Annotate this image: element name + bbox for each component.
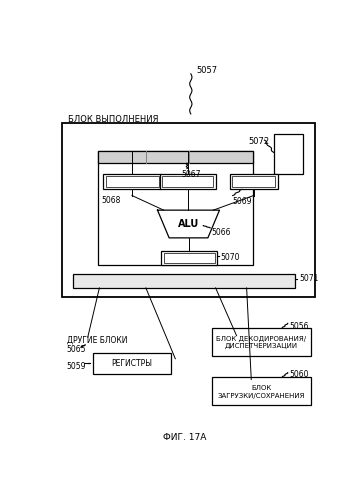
Bar xyxy=(73,274,295,288)
Text: 5057: 5057 xyxy=(196,66,217,75)
Text: 5069: 5069 xyxy=(233,197,252,206)
Bar xyxy=(160,174,216,190)
Bar xyxy=(230,174,278,190)
Bar xyxy=(232,176,275,187)
Text: 5071: 5071 xyxy=(299,274,319,283)
Bar xyxy=(105,176,159,187)
Bar xyxy=(164,254,215,262)
Text: ЗАГРУЗКИ/СОХРАНЕНИЯ: ЗАГРУЗКИ/СОХРАНЕНИЯ xyxy=(218,392,305,398)
Text: 5072: 5072 xyxy=(248,137,269,146)
Text: 5068: 5068 xyxy=(101,196,120,204)
Text: БЛОК: БЛОК xyxy=(251,385,271,391)
Bar xyxy=(62,123,315,297)
Bar xyxy=(93,352,171,374)
Text: БЛОК ДЕКОДИРОВАНИЯ/: БЛОК ДЕКОДИРОВАНИЯ/ xyxy=(216,336,306,342)
Bar xyxy=(161,251,217,265)
Text: 5060: 5060 xyxy=(289,370,309,380)
Bar xyxy=(98,151,253,163)
Bar xyxy=(162,176,213,187)
Text: 5056: 5056 xyxy=(289,322,309,331)
Text: 5065: 5065 xyxy=(67,345,86,354)
Bar xyxy=(212,328,311,355)
Polygon shape xyxy=(157,210,219,238)
Text: 5070: 5070 xyxy=(220,252,240,262)
Bar xyxy=(103,174,161,190)
Text: 5066: 5066 xyxy=(212,228,231,237)
Bar xyxy=(98,151,253,265)
Text: ДИСПЕТЧЕРИЗАЦИИ: ДИСПЕТЧЕРИЗАЦИИ xyxy=(225,344,298,349)
Text: ФИГ. 17А: ФИГ. 17А xyxy=(163,434,207,442)
Text: ALU: ALU xyxy=(178,220,199,230)
Text: 5059: 5059 xyxy=(67,362,86,371)
Bar xyxy=(274,134,303,174)
Bar xyxy=(212,377,311,405)
Text: 5067: 5067 xyxy=(182,170,201,179)
Text: ДРУГИЕ БЛОКИ: ДРУГИЕ БЛОКИ xyxy=(67,336,127,344)
Text: БЛОК ВЫПОЛНЕНИЯ: БЛОК ВЫПОЛНЕНИЯ xyxy=(68,116,159,124)
Text: РЕГИСТРЫ: РЕГИСТРЫ xyxy=(112,359,152,368)
